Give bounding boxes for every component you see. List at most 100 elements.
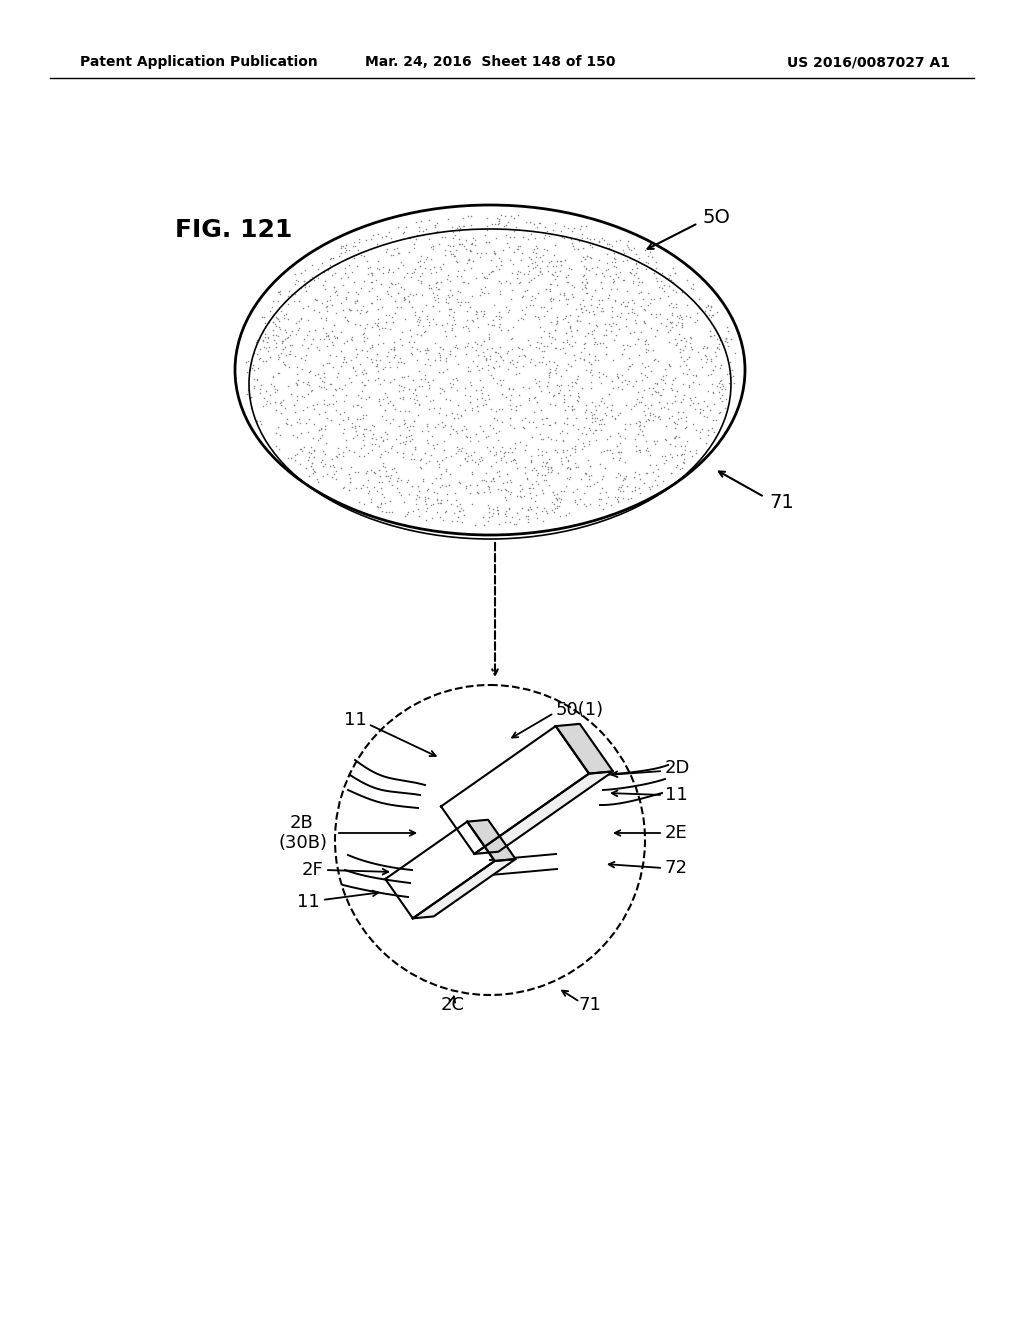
Point [357,230,374,251]
Point [512,395,528,416]
Point [570,306,587,327]
Point [572,251,589,272]
Point [549,306,565,327]
Point [429,450,445,471]
Point [424,370,440,391]
Point [525,268,542,289]
Point [607,487,624,508]
Point [626,273,642,294]
Point [412,309,428,330]
Point [480,495,497,516]
Point [326,326,342,347]
Point [518,296,535,317]
Point [324,466,340,487]
Point [620,281,636,302]
Point [264,366,281,387]
Point [504,279,520,300]
Point [579,495,595,516]
Text: 11: 11 [297,894,319,911]
Point [615,339,632,360]
Point [526,305,543,326]
Point [386,273,402,294]
Point [674,281,690,302]
Point [341,440,357,461]
Point [546,502,562,523]
Point [689,302,706,323]
Point [423,248,439,269]
Point [249,411,265,432]
Point [667,261,683,282]
Point [647,405,664,426]
Point [613,441,630,462]
Point [521,412,538,433]
Point [709,301,725,322]
Point [556,227,572,248]
Point [392,401,409,422]
Point [410,315,426,337]
Point [522,451,539,473]
Point [395,288,412,309]
Point [646,348,663,370]
Point [631,416,647,437]
Point [714,374,730,395]
Point [364,352,380,374]
Point [506,242,522,263]
Point [355,492,372,513]
Point [365,224,381,246]
Point [357,362,374,383]
Point [318,296,335,317]
Point [359,442,376,463]
Point [386,239,402,260]
Point [603,442,620,463]
Point [594,498,610,519]
Point [500,442,516,463]
Point [631,463,647,484]
Point [403,267,420,288]
Point [559,289,575,310]
Point [481,477,498,498]
Point [549,251,565,272]
Point [273,342,290,363]
Text: 2C: 2C [441,997,465,1014]
Point [395,255,412,276]
Point [547,498,563,519]
Point [549,312,565,333]
Point [659,392,676,413]
Point [385,261,401,282]
Point [322,289,338,310]
Point [439,268,456,289]
Point [453,500,469,521]
Point [429,502,445,523]
Point [462,482,478,503]
Point [424,473,440,494]
Point [668,335,684,356]
Point [431,403,447,424]
Point [630,275,646,296]
Point [635,288,651,309]
Point [464,463,480,484]
Point [257,350,273,371]
Point [458,478,474,499]
Point [270,309,287,330]
Point [324,374,340,395]
Point [313,424,330,445]
Point [687,399,703,420]
Point [379,387,395,408]
Point [459,426,475,447]
Point [270,317,287,338]
Point [560,450,577,471]
Point [318,290,335,312]
Point [274,351,291,372]
Point [691,297,708,318]
Point [595,301,611,322]
Point [415,263,431,284]
Point [488,255,505,276]
Point [502,273,518,294]
Point [611,480,628,502]
Point [517,408,534,429]
Point [543,312,559,333]
Point [442,280,459,301]
Point [432,378,449,399]
Point [336,477,352,498]
Point [655,378,672,399]
